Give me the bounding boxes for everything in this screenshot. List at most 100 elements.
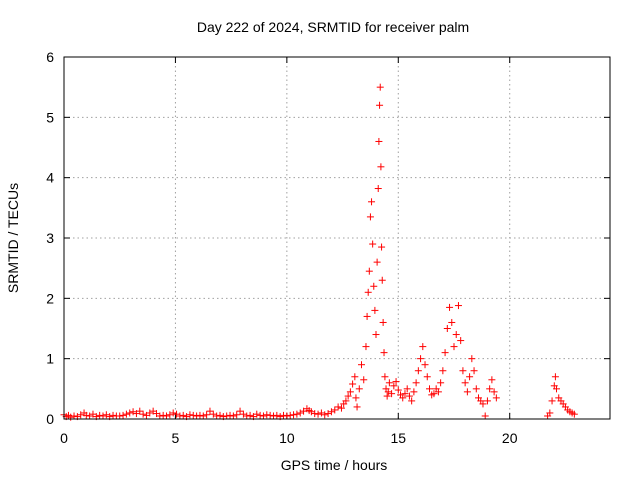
data-point [280,411,288,419]
x-tick-label: 0 [60,430,68,446]
data-point [408,397,416,405]
data-point [337,404,345,412]
x-tick-label: 10 [279,430,295,446]
data-point [331,406,339,414]
data-point [269,412,277,420]
data-point [360,376,368,384]
data-point [259,412,267,420]
data-point [430,390,438,398]
data-point [446,303,454,311]
data-point [419,343,427,351]
data-point [256,411,264,419]
data-point [379,318,387,326]
data-point [366,213,374,221]
data-point [399,394,407,402]
data-point [116,412,124,420]
data-point [470,367,478,375]
data-point [209,410,217,418]
data-point [253,410,261,418]
data-point [77,411,85,419]
data-point [384,388,392,396]
data-point [439,367,447,375]
x-tick-label: 15 [390,430,406,446]
data-point [454,302,462,310]
data-point [86,412,94,420]
data-point [129,408,137,416]
data-point [372,331,380,339]
data-point [223,412,231,420]
x-tick-label: 5 [172,430,180,446]
data-point [266,411,274,419]
data-point [388,390,396,398]
data-point [412,379,420,387]
data-point [122,410,130,418]
data-point [324,410,332,418]
data-point [414,367,422,375]
data-point [425,385,433,393]
data-point [327,408,335,416]
data-point [434,388,442,396]
data-point [233,411,241,419]
data-point [109,411,117,419]
data-point [119,411,127,419]
data-point [381,373,389,381]
data-point [459,367,467,375]
data-point [378,243,386,251]
data-point [490,388,498,396]
data-point [293,410,301,418]
data-point [353,403,361,411]
data-point [380,349,388,357]
data-point [394,386,402,394]
data-point [349,380,357,388]
data-point [363,312,371,320]
x-axis-title: GPS time / hours [281,457,388,473]
data-point [193,412,201,420]
data-point [371,306,379,314]
data-point [139,410,147,418]
data-point [548,397,556,405]
data-point [423,373,431,381]
data-point [156,412,164,420]
data-point [102,411,110,419]
data-point [246,411,254,419]
data-point [186,411,194,419]
data-point [286,411,294,419]
data-point [401,390,409,398]
data-point [169,409,177,417]
data-point [321,411,329,419]
data-point [378,276,386,284]
data-point [314,410,322,418]
data-point [283,412,291,420]
data-point [492,394,500,402]
data-point [163,412,171,420]
data-point [189,411,197,419]
plot-border [63,56,611,420]
data-point [488,376,496,384]
data-point [373,258,381,266]
data-point [239,410,247,418]
data-point [173,410,181,418]
y-tick-label: 4 [46,170,54,186]
data-point [377,163,385,171]
data-point [383,392,391,400]
y-tick-label: 5 [46,109,54,125]
data-point [346,388,354,396]
data-point [213,412,221,420]
data-point [376,83,384,91]
data-point [146,409,154,417]
data-point [216,411,224,419]
data-point [82,411,90,419]
data-point [443,325,451,332]
data-point [70,412,78,420]
data-point [472,385,480,393]
data-point [344,392,352,400]
y-tick-label: 3 [46,230,54,246]
data-point [392,378,400,386]
data-point [290,411,298,419]
data-point [96,411,104,419]
data-point [296,409,304,417]
data-point [468,355,476,363]
data-point [311,410,319,418]
data-point [199,412,207,420]
